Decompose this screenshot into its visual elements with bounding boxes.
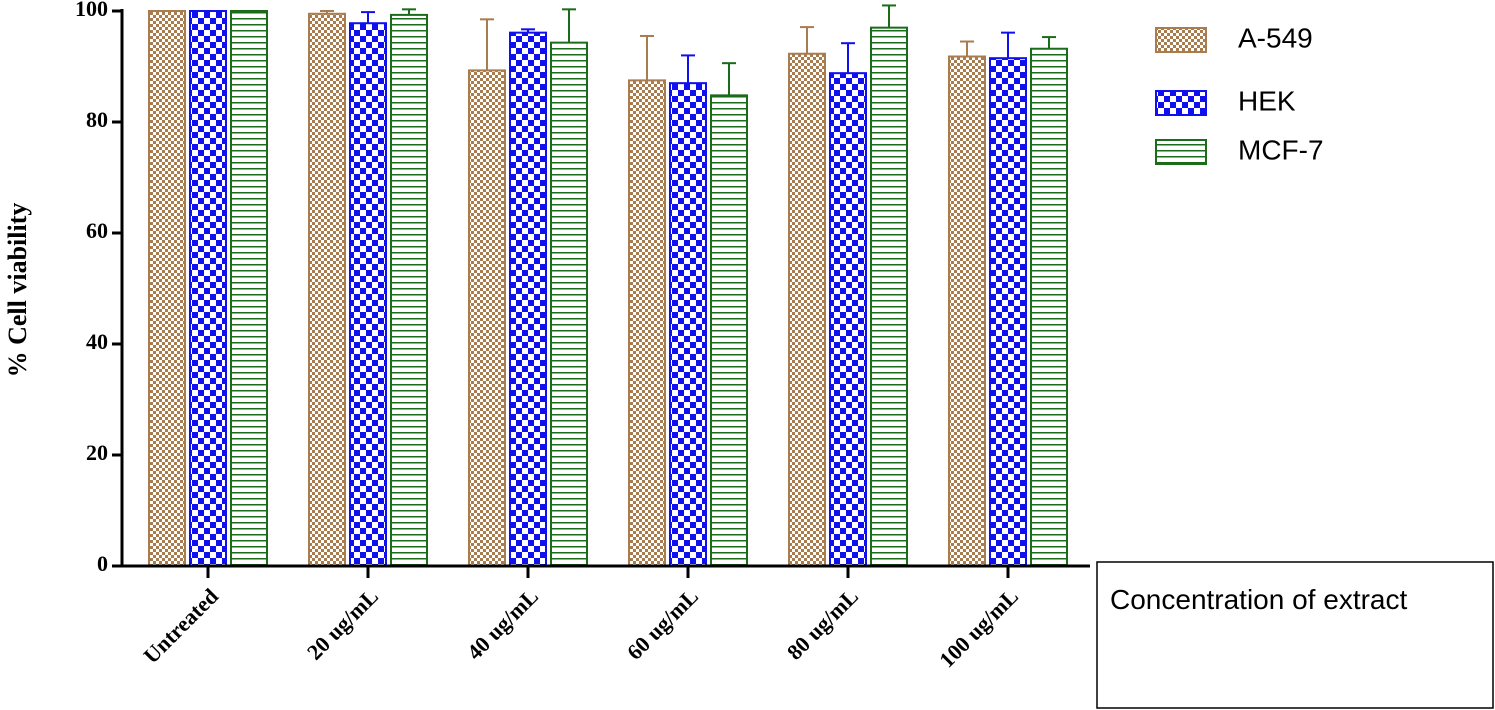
bar: [1030, 47, 1068, 568]
x-tick-label: Untreated: [138, 583, 223, 668]
x-axis-label: Concentration of extract: [1110, 584, 1408, 615]
y-tick-label: 60: [86, 218, 108, 243]
legend-swatch: [1155, 27, 1207, 53]
bar: [628, 79, 666, 567]
y-axis-label: % Cell viability: [3, 203, 32, 378]
bar: [948, 55, 986, 567]
x-tick-label: 40 ug/mL: [462, 583, 543, 664]
x-tick-label: 80 ug/mL: [782, 583, 863, 664]
bar: [870, 26, 908, 567]
bar: [349, 22, 387, 567]
legend-swatch: [1155, 139, 1207, 165]
bar: [189, 10, 227, 567]
legend-swatch: [1155, 90, 1207, 116]
bar: [148, 10, 186, 567]
legend-label: A-549: [1238, 22, 1313, 53]
bar: [509, 31, 547, 567]
bar: [788, 52, 826, 568]
x-label-holder: Concentration of extract: [1110, 584, 1408, 615]
bar: [230, 10, 268, 567]
bar: [468, 69, 506, 567]
legend-label: HEK: [1238, 85, 1296, 116]
x-tick-label: 60 ug/mL: [622, 583, 703, 664]
legend-label: MCF-7: [1238, 134, 1324, 165]
bar: [390, 13, 428, 567]
bar: [989, 57, 1027, 568]
y-tick-label: 40: [86, 329, 108, 354]
bar: [308, 12, 346, 567]
bar: [669, 82, 707, 568]
x-label-box: [1096, 561, 1494, 709]
x-tick-label: 20 ug/mL: [302, 583, 383, 664]
x-tick-label: 100 ug/mL: [934, 583, 1023, 672]
y-tick-label: 100: [75, 0, 108, 21]
y-tick-label: 80: [86, 107, 108, 132]
bar: [829, 72, 867, 567]
y-tick-label: 20: [86, 440, 108, 465]
y-tick-label: 0: [97, 551, 108, 576]
bar: [550, 41, 588, 567]
bar: [710, 94, 748, 568]
